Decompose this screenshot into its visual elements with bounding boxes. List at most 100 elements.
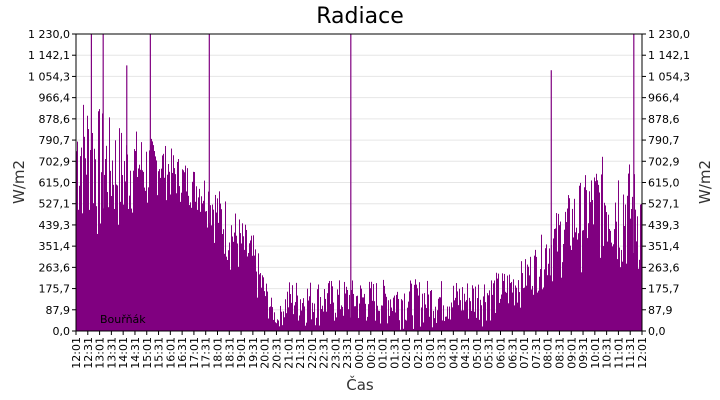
bar [111, 196, 112, 331]
bar [556, 213, 557, 331]
bar [442, 320, 443, 331]
bar [173, 155, 174, 331]
bar [303, 298, 304, 331]
bar [605, 205, 606, 331]
bar [245, 224, 246, 331]
bar [342, 306, 343, 331]
bar [497, 278, 498, 331]
bar [373, 284, 374, 331]
bar [532, 285, 533, 331]
bar [535, 249, 536, 331]
bar [128, 208, 129, 331]
bar [109, 117, 110, 331]
bar [500, 298, 501, 331]
bar [115, 140, 116, 331]
bar [597, 180, 598, 331]
bar [536, 256, 537, 331]
bar [180, 201, 181, 331]
bar [188, 195, 189, 331]
bar [205, 211, 206, 331]
bar [142, 170, 143, 331]
bar [554, 229, 555, 331]
y-tick-label: 1 230,0 [28, 28, 70, 41]
bar [270, 306, 271, 331]
x-tick-label: 14:31 [129, 337, 142, 369]
bar [172, 172, 173, 331]
bar [191, 207, 192, 331]
bar [564, 229, 565, 331]
bar [138, 168, 139, 331]
bar [79, 185, 80, 331]
bar [366, 320, 367, 331]
bar [285, 299, 286, 331]
bar [619, 247, 620, 331]
spike-bar [149, 34, 151, 331]
bar [454, 300, 455, 331]
bar [637, 216, 638, 331]
bar [262, 275, 263, 331]
bar [133, 170, 134, 331]
bar [222, 234, 223, 331]
bar [149, 150, 150, 331]
bar [171, 148, 172, 331]
spike-bar [350, 34, 352, 331]
bar [160, 177, 161, 331]
bar [437, 310, 438, 331]
bar [168, 164, 169, 331]
bar [638, 268, 639, 331]
bar [513, 279, 514, 331]
bar [636, 241, 637, 331]
bar [327, 293, 328, 331]
y-tick-label: 175,7 [39, 283, 71, 296]
bar [175, 174, 176, 331]
bar [157, 195, 158, 331]
bar [581, 272, 582, 331]
bar [84, 136, 85, 331]
bar [252, 255, 253, 331]
bar [377, 305, 378, 331]
bar [141, 142, 142, 331]
y-tick-label: 1 142,1 [648, 49, 690, 62]
bar [547, 275, 548, 331]
chart-title: Radiace [316, 4, 404, 29]
bar [401, 299, 402, 331]
bar [400, 329, 401, 331]
bar [620, 267, 621, 331]
bar [279, 326, 280, 331]
bar [225, 201, 226, 331]
x-tick-label: 06:01 [495, 337, 508, 369]
bar [372, 300, 373, 331]
bar [486, 320, 487, 331]
bar [365, 303, 366, 331]
y-tick-label: 1 054,3 [648, 70, 690, 83]
x-tick-label: 12:01 [636, 337, 649, 369]
bar [516, 287, 517, 331]
x-tick-label: 21:01 [282, 337, 295, 369]
bar [412, 315, 413, 331]
bar [228, 250, 229, 331]
bar [515, 285, 516, 331]
bar [580, 182, 581, 331]
bar [392, 310, 393, 331]
x-tick-label: 09:31 [577, 337, 590, 369]
bar [338, 294, 339, 331]
bar [190, 202, 191, 331]
bar [613, 244, 614, 331]
bar [104, 174, 105, 331]
bar [329, 280, 330, 331]
bar [487, 293, 488, 331]
bar [135, 151, 136, 331]
bar [525, 259, 526, 331]
bar [118, 224, 119, 331]
bar [268, 318, 269, 331]
bar [93, 203, 94, 331]
bar [631, 208, 632, 331]
x-tick-label: 13:31 [105, 337, 118, 369]
bar [582, 230, 583, 331]
bar [242, 223, 243, 331]
bar [592, 200, 593, 331]
bar [92, 132, 93, 331]
bar [199, 188, 200, 331]
bar [208, 191, 209, 331]
y-tick-label: 1 142,1 [28, 49, 70, 62]
